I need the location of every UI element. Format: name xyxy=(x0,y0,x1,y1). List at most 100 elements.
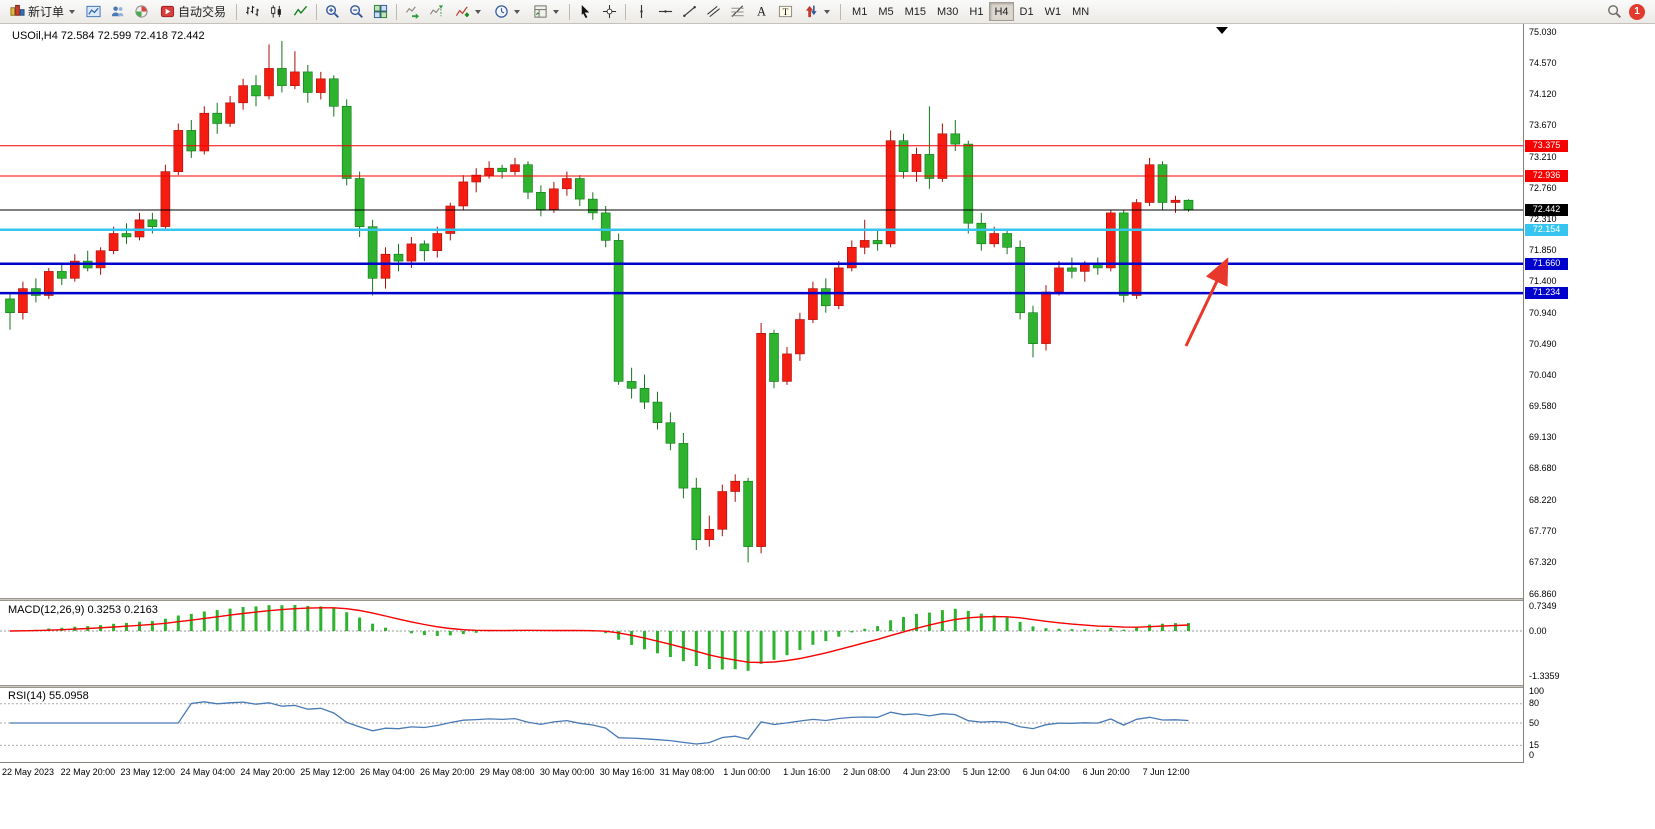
fibonacci-button[interactable] xyxy=(726,2,749,22)
macd-chart[interactable] xyxy=(0,601,1523,685)
line-chart-button[interactable] xyxy=(289,2,312,22)
price-tag: 72.936 xyxy=(1525,170,1568,182)
macd-axis-label: 0.7349 xyxy=(1529,600,1557,611)
price-tag: 72.154 xyxy=(1525,223,1568,236)
date-axis[interactable]: 22 May 2023 22 May 20:00 23 May 12:00 24 Ma… xyxy=(0,762,1524,782)
cursor-button[interactable] xyxy=(574,2,597,22)
date-axis-label: 1 Jun 16:00 xyxy=(783,767,831,777)
indicators-button[interactable] xyxy=(449,2,487,21)
data-window-button[interactable] xyxy=(106,2,129,22)
date-axis-label: 25 May 12:00 xyxy=(300,767,355,777)
market-watch-button[interactable] xyxy=(82,2,105,22)
price-axis[interactable]: 75.030 74.570 74.120 73.670 73.210 72.760 72.3… xyxy=(1523,24,1569,762)
timeframe-button-d1[interactable]: D1 xyxy=(1015,2,1039,21)
timeframe-button-h4[interactable]: H4 xyxy=(989,2,1014,21)
toolbar: 新订单 自动交易 xyxy=(0,0,1655,24)
templates-button[interactable] xyxy=(527,2,565,21)
timeframe-button-w1[interactable]: W1 xyxy=(1040,2,1067,21)
auto-trading-icon xyxy=(160,4,175,19)
timeframe-button-m5[interactable]: M5 xyxy=(873,2,898,21)
rsi-axis-label: 15 xyxy=(1529,739,1540,750)
toolbar-separator xyxy=(236,3,238,20)
notification-badge[interactable]: 1 xyxy=(1629,3,1645,20)
candlestick-chart-button[interactable] xyxy=(265,2,288,22)
timeframe-button-m30[interactable]: M30 xyxy=(932,2,963,21)
price-tag: 71.234 xyxy=(1525,287,1568,300)
price-axis-label: 70.040 xyxy=(1529,369,1557,380)
date-axis-label: 6 Jun 20:00 xyxy=(1082,767,1130,777)
data-window-icon xyxy=(111,6,124,17)
timeframe-button-m15[interactable]: M15 xyxy=(900,2,931,21)
date-axis-label: 26 May 20:00 xyxy=(420,767,475,777)
text-button[interactable]: A xyxy=(750,2,773,22)
macd-axis-label: 0.00 xyxy=(1529,625,1547,636)
timeframe-button-mn[interactable]: MN xyxy=(1067,2,1094,21)
date-axis-label: 23 May 12:00 xyxy=(120,767,176,777)
auto-scroll-button[interactable] xyxy=(401,2,424,22)
rsi-axis-label: 80 xyxy=(1529,698,1540,709)
price-tag: 73.375 xyxy=(1525,139,1568,152)
date-axis-label: 26 May 04:00 xyxy=(360,767,415,777)
date-axis-label: 5 Jun 12:00 xyxy=(962,767,1010,777)
price-axis-label: 74.570 xyxy=(1529,58,1557,69)
toolbar-separator xyxy=(569,3,571,20)
new-order-button[interactable]: 新订单 xyxy=(4,1,81,22)
toolbar-separator xyxy=(316,3,318,20)
channel-button[interactable] xyxy=(702,2,725,22)
date-axis-label: 30 May 00:00 xyxy=(539,767,595,777)
search-button[interactable] xyxy=(1603,2,1626,22)
chart-shift-icon xyxy=(429,5,444,17)
price-axis-label: 72.760 xyxy=(1529,182,1557,193)
arrows-button[interactable] xyxy=(798,2,836,21)
chevron-down-icon xyxy=(824,9,831,14)
timeframe-button-m1[interactable]: M1 xyxy=(847,2,872,21)
trendline-button[interactable] xyxy=(678,2,701,22)
vertical-line-button[interactable] xyxy=(630,2,653,22)
zoom-out-button[interactable] xyxy=(345,2,368,22)
periods-button[interactable] xyxy=(488,2,526,21)
crosshair-button[interactable] xyxy=(598,2,621,22)
panel-separator[interactable] xyxy=(0,598,1523,601)
rsi-label: RSI(14) 55.0958 xyxy=(8,690,89,702)
date-axis-label: 22 May 2023 xyxy=(1,767,55,777)
bar-chart-button[interactable] xyxy=(241,2,264,22)
fibonacci-icon xyxy=(731,5,744,18)
chart-shift-button[interactable] xyxy=(425,2,448,22)
text-label-icon: T xyxy=(778,5,793,18)
auto-trading-button[interactable]: 自动交易 xyxy=(154,1,232,22)
tile-windows-button[interactable] xyxy=(369,2,392,22)
date-axis-label: 31 May 08:00 xyxy=(659,767,715,777)
horizontal-line-button[interactable] xyxy=(654,2,677,22)
price-axis-label: 71.400 xyxy=(1529,276,1557,287)
panel-separator[interactable] xyxy=(0,685,1523,688)
date-axis-label: 6 Jun 04:00 xyxy=(1022,767,1070,777)
horizontal-line-icon xyxy=(658,10,673,13)
navigator-button[interactable] xyxy=(130,2,153,22)
price-axis-label: 68.680 xyxy=(1529,463,1557,474)
toolbar-separator xyxy=(625,3,627,20)
timeframe-buttons: M1 M5 M15 M30 H1 H4 D1 W1 MN xyxy=(847,2,1094,21)
macd-axis-label: -1.3359 xyxy=(1529,670,1560,681)
rsi-chart[interactable] xyxy=(0,688,1523,761)
date-axis-label: 1 Jun 00:00 xyxy=(723,767,771,777)
price-chart[interactable] xyxy=(0,24,1523,598)
text-icon: A xyxy=(757,5,766,19)
rsi-axis-label: 0 xyxy=(1529,749,1535,760)
macd-label: MACD(12,26,9) 0.3253 0.2163 xyxy=(8,604,158,616)
text-label-button[interactable]: T xyxy=(774,2,797,22)
timeframe-button-h1[interactable]: H1 xyxy=(964,2,988,21)
price-axis-label: 70.940 xyxy=(1529,307,1557,318)
price-axis-label: 66.860 xyxy=(1529,588,1557,599)
search-icon xyxy=(1608,5,1621,18)
indicators-icon xyxy=(455,4,470,19)
chevron-down-icon xyxy=(69,9,76,14)
price-axis-label: 70.490 xyxy=(1529,338,1557,349)
price-tag: 72.442 xyxy=(1525,204,1568,216)
price-axis-label: 74.120 xyxy=(1529,89,1557,100)
zoom-in-button[interactable] xyxy=(321,2,344,22)
trendline-icon xyxy=(683,5,696,18)
toolbar-separator xyxy=(840,3,842,20)
arrows-icon xyxy=(804,4,819,19)
chart-title: USOil,H4 72.584 72.599 72.418 72.442 xyxy=(12,30,205,42)
chart-area: USOil,H4 72.584 72.599 72.418 72.442 MAC… xyxy=(0,24,1655,829)
